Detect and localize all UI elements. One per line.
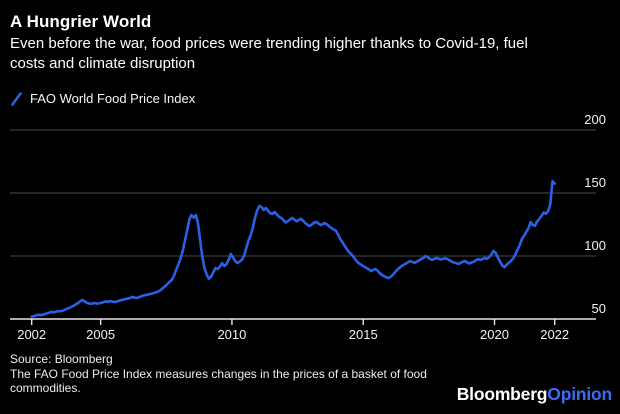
subtitle-line-2: costs and climate disruption [10, 55, 196, 72]
y-axis-label: 50 [591, 300, 606, 316]
x-axis-label: 2005 [86, 327, 116, 342]
legend: FAO World Food Price Index [10, 91, 195, 106]
x-axis-label: 2002 [17, 327, 47, 342]
x-axis-label: 2020 [480, 327, 509, 342]
bloomberg-opinion-logo: BloombergOpinion [457, 384, 612, 405]
chart-subtitle: Even before the war, food prices were tr… [10, 34, 528, 74]
x-axis-label: 2010 [217, 327, 247, 342]
legend-label: FAO World Food Price Index [30, 91, 196, 106]
price-index-line [30, 180, 557, 319]
logo-bloomberg: Bloomberg [456, 384, 548, 404]
y-axis-label: 100 [584, 237, 606, 253]
page-title: A Hungrier World [10, 12, 152, 31]
subtitle-line-1: Even before the war, food prices were tr… [10, 35, 528, 52]
source-note: Source: Bloomberg The FAO Food Price Ind… [10, 352, 427, 395]
y-axis-label: 200 [584, 111, 606, 127]
x-axis-label: 2022 [540, 327, 570, 342]
y-axis-label: 150 [584, 174, 606, 190]
logo-opinion: Opinion [547, 384, 612, 404]
note-line-2: commodities. [10, 381, 81, 395]
x-axis-label: 2015 [348, 327, 378, 342]
line-series-icon [11, 91, 22, 106]
source-line: Source: Bloomberg [10, 352, 113, 366]
note-line-1: The FAO Food Price Index measures change… [10, 367, 427, 381]
